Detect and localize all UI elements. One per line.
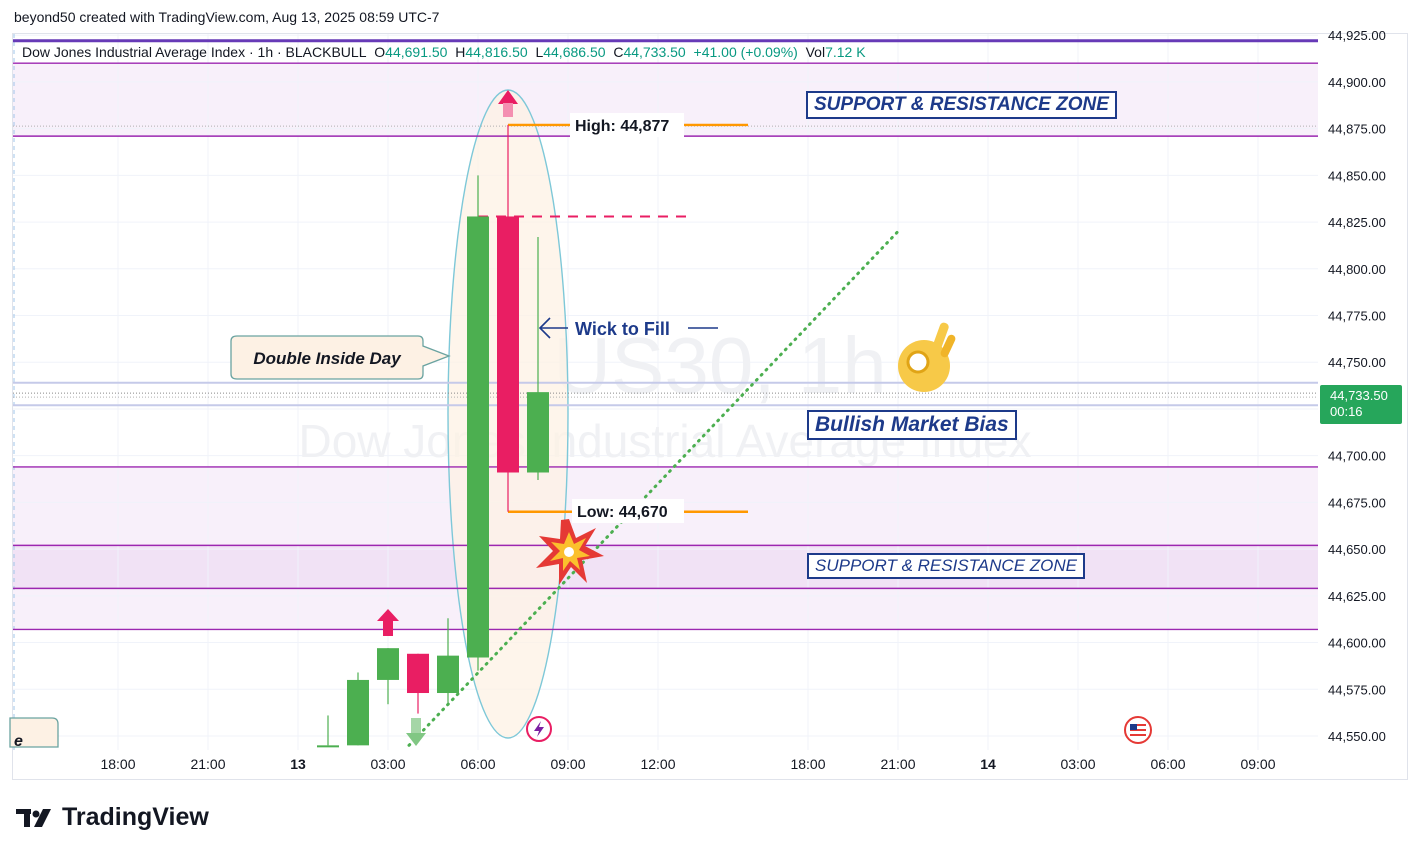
x-tick-label: 03:00 (370, 756, 405, 772)
tradingview-logo-icon (16, 808, 51, 827)
watermark-ticker: US30, 1h (553, 321, 887, 410)
candle-body (407, 653, 429, 694)
volume-value: 7.12 K (825, 44, 866, 60)
x-tick-label: 09:00 (1240, 756, 1275, 772)
bar-countdown: 00:16 (1330, 404, 1363, 419)
open-value: 44,691.50 (385, 44, 448, 60)
x-tick-label: 21:00 (190, 756, 225, 772)
lavender-band (13, 382, 1318, 406)
x-tick-label: 06:00 (460, 756, 495, 772)
trend-line[interactable] (407, 229, 900, 747)
x-tick-label: 21:00 (880, 756, 915, 772)
y-tick-label: 44,550.00 (1328, 729, 1386, 744)
y-tick-label: 44,775.00 (1328, 309, 1386, 324)
zone-label-top[interactable]: SUPPORT & RESISTANCE ZONE (806, 91, 1117, 119)
last-price-badge: 44,733.50 00:16 (1320, 385, 1402, 424)
change-value: +41.00 (+0.09%) (693, 44, 798, 60)
symbol-legend[interactable]: Dow Jones Industrial Average Index · 1h … (22, 44, 866, 60)
candle-body (467, 216, 489, 658)
callout-left-partial[interactable]: e (9, 717, 59, 750)
y-tick-label: 44,625.00 (1328, 589, 1386, 604)
down-arrow-icon (406, 718, 426, 746)
candle-bearish[interactable] (497, 124, 519, 512)
high-level-annotation[interactable]: High: 44,877 (570, 113, 684, 137)
candle-bullish[interactable] (377, 648, 399, 705)
us-flag-icon[interactable] (1124, 716, 1152, 744)
chart-frame[interactable] (12, 33, 1408, 780)
y-tick-label: 44,850.00 (1328, 168, 1386, 183)
bias-label[interactable]: Bullish Market Bias (807, 410, 1017, 440)
close-label: C (613, 44, 624, 60)
tradingview-brand: TradingView (62, 803, 209, 831)
y-tick-label: 44,825.00 (1328, 215, 1386, 230)
y-tick-label: 44,925.00 (1328, 28, 1386, 43)
candle-bullish[interactable] (527, 237, 549, 480)
candle-bullish[interactable] (347, 672, 369, 746)
callout-left-label: e (14, 733, 23, 750)
flash-icon[interactable] (526, 716, 552, 742)
up-arrow-icon (498, 90, 518, 117)
candle-bullish[interactable] (437, 618, 459, 705)
y-tick-label: 44,575.00 (1328, 682, 1386, 697)
candle-bullish[interactable] (467, 175, 489, 671)
candle-body (347, 679, 369, 746)
callout-double-inside-day[interactable]: Double Inside Day (230, 335, 451, 380)
y-tick-label: 44,750.00 (1328, 355, 1386, 370)
candle-bullish[interactable] (317, 715, 339, 748)
y-tick-label: 44,875.00 (1328, 122, 1386, 137)
high-value: 44,816.50 (465, 44, 528, 60)
candle-body (437, 655, 459, 694)
low-level-annotation[interactable]: Low: 44,670 (572, 499, 684, 523)
zone-label-bottom[interactable]: SUPPORT & RESISTANCE ZONE (807, 553, 1085, 579)
x-tick-label: 06:00 (1150, 756, 1185, 772)
symbol-name: Dow Jones Industrial Average Index · 1h … (22, 44, 367, 60)
tradingview-logo[interactable]: TradingView (16, 803, 209, 832)
y-tick-label: 44,700.00 (1328, 449, 1386, 464)
x-tick-label: 03:00 (1060, 756, 1095, 772)
low-label: Low: 44,670 (577, 504, 668, 521)
up-arrow-icon (377, 609, 399, 636)
low-value: 44,686.50 (543, 44, 606, 60)
x-tick-label: 13 (290, 756, 306, 772)
y-tick-label: 44,675.00 (1328, 495, 1386, 510)
x-tick-label: 18:00 (100, 756, 135, 772)
x-tick-label: 18:00 (790, 756, 825, 772)
y-tick-label: 44,800.00 (1328, 262, 1386, 277)
y-tick-label: 44,600.00 (1328, 636, 1386, 651)
ok-hand-icon (898, 322, 956, 392)
x-tick-label: 09:00 (550, 756, 585, 772)
zone-fill-bottom (13, 545, 1318, 589)
high-label-legend: H (455, 44, 466, 60)
y-tick-label: 44,900.00 (1328, 75, 1386, 90)
candle-bearish[interactable] (407, 653, 429, 714)
x-tick-label: 14 (980, 756, 996, 772)
explosion-icon (536, 519, 604, 585)
candle-body (377, 648, 399, 680)
volume-label: Vol (805, 44, 826, 60)
chart-credit: beyond50 created with TradingView.com, A… (14, 9, 440, 25)
candle-body (527, 392, 549, 473)
zone-fill-base (13, 588, 1318, 630)
x-tick-label: 12:00 (640, 756, 675, 772)
candle-body (317, 745, 339, 748)
candle-body (497, 216, 519, 473)
callout-label: Double Inside Day (253, 349, 402, 368)
y-tick-label: 44,650.00 (1328, 542, 1386, 557)
open-label: O (374, 44, 386, 60)
wick-to-fill-annotation[interactable]: Wick to Fill (538, 317, 718, 339)
low-label-legend: L (535, 44, 544, 60)
high-label: High: 44,877 (575, 118, 669, 135)
last-price: 44,733.50 (1330, 388, 1388, 403)
close-value: 44,733.50 (623, 44, 686, 60)
wick-to-fill-label: Wick to Fill (575, 319, 670, 339)
